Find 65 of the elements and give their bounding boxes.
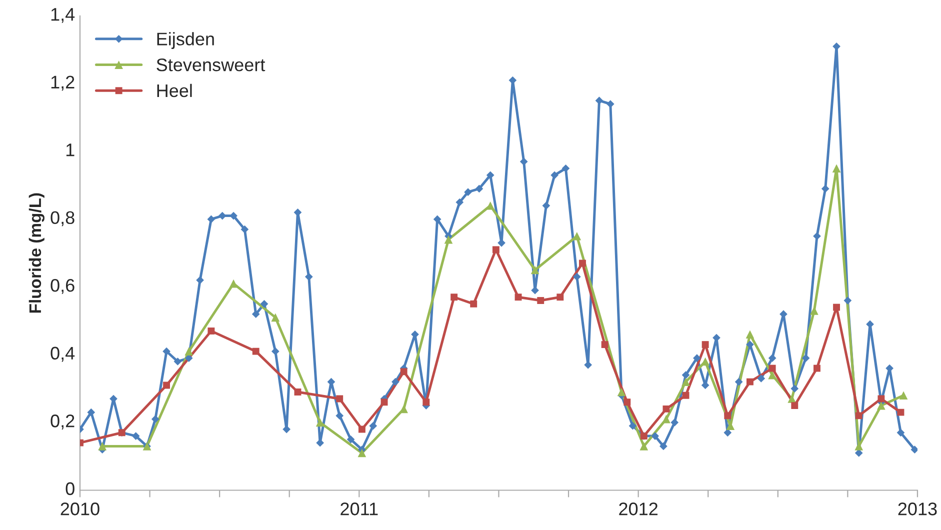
point (400, 368, 408, 376)
point (229, 279, 238, 288)
point (791, 402, 798, 410)
legend-label: Stevensweert (156, 58, 266, 72)
y-tick-label: 1,2 (51, 76, 74, 91)
point (899, 391, 908, 400)
point (601, 341, 608, 348)
point (579, 260, 586, 267)
point (832, 164, 841, 173)
point (422, 398, 430, 406)
point (294, 388, 302, 396)
point (768, 364, 776, 372)
y-axis-title: Fluoride (mg/L) (28, 193, 44, 313)
point (380, 398, 388, 406)
point (450, 294, 458, 301)
point (662, 414, 670, 424)
point (878, 395, 885, 402)
y-tick-label: 0,2 (50, 414, 74, 430)
point (184, 347, 194, 356)
point (252, 348, 260, 355)
y-tick-label: 0,8 (50, 211, 74, 226)
y-tick-label: 0 (66, 482, 74, 496)
point (271, 313, 280, 322)
point (492, 246, 500, 254)
point (640, 442, 648, 450)
point (530, 266, 540, 274)
point (336, 395, 344, 402)
point (358, 448, 366, 458)
y-tick-label: 0,6 (50, 279, 74, 294)
x-tick-label: 2010 (60, 502, 100, 516)
point (208, 328, 215, 334)
y-tick-label: 0,4 (50, 346, 75, 362)
point (768, 370, 776, 380)
point (617, 388, 626, 396)
point (444, 235, 453, 244)
point (724, 412, 732, 420)
y-tick-label: 1 (66, 144, 74, 156)
point (470, 300, 478, 308)
x-tick-label: 2011 (340, 502, 378, 516)
legend-label: Heel (157, 84, 192, 98)
point (814, 364, 820, 372)
point (98, 442, 106, 450)
point (855, 412, 862, 420)
point (682, 378, 690, 386)
point (358, 426, 366, 433)
point (746, 330, 754, 339)
point (514, 294, 522, 301)
point (624, 398, 631, 406)
legend-label: Eijsden (157, 32, 214, 49)
point (702, 341, 709, 348)
point (572, 232, 582, 240)
point (662, 405, 670, 412)
point (163, 382, 170, 389)
point (746, 378, 754, 386)
point (556, 294, 564, 301)
point (316, 418, 324, 427)
point (682, 392, 690, 399)
x-tick-label: 2012 (619, 502, 658, 516)
point (897, 408, 904, 416)
point (877, 401, 886, 410)
x-tick-label: 2013 (898, 502, 937, 516)
y-tick-label: 1,4 (51, 8, 75, 23)
point (833, 304, 840, 311)
point (537, 297, 544, 304)
point (486, 201, 495, 210)
